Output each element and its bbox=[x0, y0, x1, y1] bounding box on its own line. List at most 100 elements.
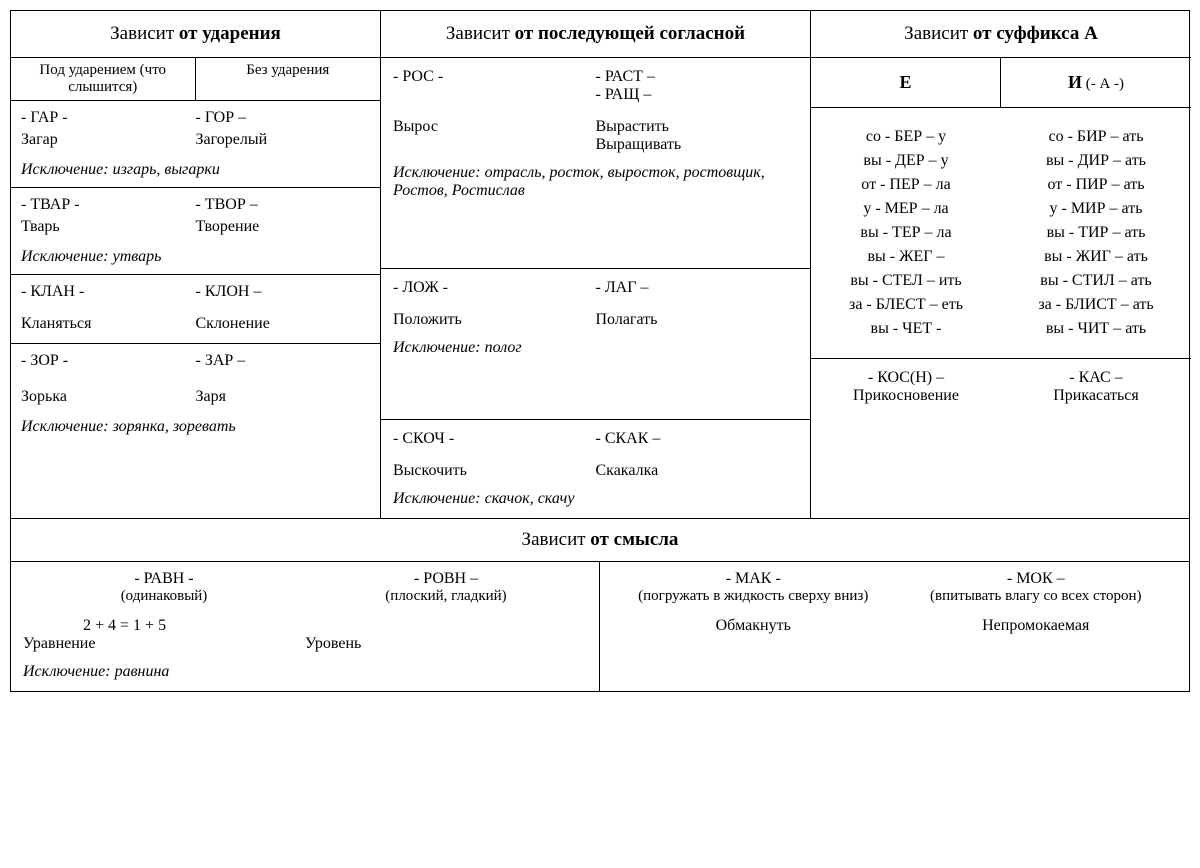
block-gar-gor: - ГАР - - ГОР – Загар Загорелый Исключен… bbox=[11, 101, 380, 188]
list-item: вы - ЖИГ – ать bbox=[1011, 248, 1181, 266]
list-item: у - МЕР – ла bbox=[821, 200, 991, 218]
list-item: вы - ДИР – ать bbox=[1011, 152, 1181, 170]
col3-i-list: со - БИР – ать вы - ДИР – ать от - ПИР –… bbox=[1001, 108, 1191, 358]
example: Вырос bbox=[393, 118, 596, 154]
example: Вырастить bbox=[596, 118, 799, 136]
sub-e: Е bbox=[811, 58, 1001, 107]
equation: 2 + 4 = 1 + 5 bbox=[23, 617, 587, 635]
col1-sub-left: Под ударением (что слышится) bbox=[11, 58, 196, 100]
root: - ГАР - bbox=[21, 107, 196, 129]
list-item: со - БЕР – у bbox=[821, 128, 991, 146]
col2-header-bold: от последующей согласной bbox=[515, 23, 745, 44]
exception: Исключение: изгарь, выгарки bbox=[21, 161, 370, 179]
root: - ТВАР - bbox=[21, 194, 196, 216]
exception: Исключение: зорянка, зоревать bbox=[21, 418, 370, 436]
block-skoch-skak: - СКОЧ - - СКАК – Выскочить Скакалка Иск… bbox=[381, 420, 810, 518]
col1-sub-right: Без ударения bbox=[196, 58, 381, 100]
sub-i: И (- А -) bbox=[1001, 58, 1191, 107]
col1-header: Зависит от ударения bbox=[11, 11, 380, 58]
example: Загорелый bbox=[196, 129, 371, 151]
example: Уровень bbox=[305, 635, 587, 653]
col3-header-pre: Зависит bbox=[904, 23, 973, 44]
root: - СКОЧ - bbox=[393, 430, 596, 448]
bottom-columns: - РАВН - (одинаковый) - РОВН – (плоский,… bbox=[11, 562, 1189, 691]
root: - ЗОР - bbox=[21, 350, 196, 372]
block-lozh-lag: - ЛОЖ - - ЛАГ – Положить Полагать Исключ… bbox=[381, 269, 810, 420]
list-item: за - БЛИСТ – ать bbox=[1011, 296, 1181, 314]
root: - РОС - bbox=[393, 68, 596, 104]
note: (плоский, гладкий) bbox=[305, 588, 587, 605]
col3-subheaders: Е И (- А -) bbox=[811, 58, 1191, 108]
example: Заря bbox=[196, 386, 371, 408]
example: Положить bbox=[393, 311, 596, 329]
top-columns: Зависит от ударения Под ударением (что с… bbox=[11, 11, 1189, 518]
root: - МАК - bbox=[612, 570, 895, 588]
example: Творение bbox=[196, 216, 371, 238]
list-item: за - БЛЕСТ – еть bbox=[821, 296, 991, 314]
list-item: вы - СТИЛ – ать bbox=[1011, 272, 1181, 290]
col1-header-bold: от ударения bbox=[179, 23, 281, 44]
root: - КОС(Н) – bbox=[821, 369, 991, 387]
list-item: от - ПЕР – ла bbox=[821, 176, 991, 194]
note: (одинаковый) bbox=[23, 588, 305, 605]
example: Прикосновение bbox=[821, 387, 991, 405]
col2-header: Зависит от последующей согласной bbox=[381, 11, 810, 58]
root: - ГОР – bbox=[196, 107, 371, 129]
col3-header-bold: от суффикса А bbox=[973, 23, 1098, 44]
block-mak-mok: - МАК - (погружать в жидкость сверху вни… bbox=[600, 562, 1189, 691]
root: - ТВОР – bbox=[196, 194, 371, 216]
root: - СКАК – bbox=[596, 430, 799, 448]
root: - РАСТ – bbox=[596, 68, 799, 86]
col1-subheaders: Под ударением (что слышится) Без ударени… bbox=[11, 58, 380, 101]
col-suffix-a: Зависит от суффикса А Е И (- А -) со - Б… bbox=[811, 11, 1191, 518]
list-item: от - ПИР – ать bbox=[1011, 176, 1181, 194]
col3-e-list: со - БЕР – у вы - ДЕР – у от - ПЕР – ла … bbox=[811, 108, 1001, 358]
example: Выращивать bbox=[596, 136, 799, 154]
example: Загар bbox=[21, 129, 196, 151]
example: Уравнение bbox=[23, 635, 305, 653]
example: Скакалка bbox=[596, 462, 799, 480]
bottom-header: Зависит от смысла bbox=[11, 518, 1189, 562]
block-zor-zar: - ЗОР - - ЗАР – Зорька Заря Исключение: … bbox=[11, 344, 380, 444]
example: Выскочить bbox=[393, 462, 596, 480]
root: - ЛАГ – bbox=[596, 279, 799, 297]
list-item: у - МИР – ать bbox=[1011, 200, 1181, 218]
example: Кланяться bbox=[21, 313, 196, 335]
col2-header-pre: Зависит bbox=[446, 23, 515, 44]
exception: Исключение: отрасль, росток, выросток, р… bbox=[393, 164, 798, 200]
list-item: со - БИР – ать bbox=[1011, 128, 1181, 146]
bottom-header-pre: Зависит bbox=[522, 529, 591, 550]
exception: Исключение: полог bbox=[393, 339, 798, 357]
col3-footer: - КОС(Н) – Прикосновение - КАС – Прикаса… bbox=[811, 359, 1191, 415]
root: - КЛОН – bbox=[196, 281, 371, 303]
bottom-header-bold: от смысла bbox=[590, 529, 678, 550]
example: Непромокаемая bbox=[895, 617, 1178, 635]
root: - ЗАР – bbox=[196, 350, 371, 372]
block-ros-rast: - РОС - - РАСТ – - РАЩ – Вырос Вырастить… bbox=[381, 58, 810, 269]
note: (впитывать влагу со всех сторон) bbox=[895, 588, 1178, 605]
example: Склонение bbox=[196, 313, 371, 335]
col3-header: Зависит от суффикса А bbox=[811, 11, 1191, 58]
col-consonant: Зависит от последующей согласной - РОС -… bbox=[381, 11, 811, 518]
root: - РОВН – bbox=[305, 570, 587, 588]
list-item: вы - ЧЕТ - bbox=[821, 320, 991, 338]
block-klan-klon: - КЛАН - - КЛОН – Кланяться Склонение bbox=[11, 275, 380, 344]
russian-roots-table: Зависит от ударения Под ударением (что с… bbox=[10, 10, 1190, 692]
note: (погружать в жидкость сверху вниз) bbox=[612, 588, 895, 605]
exception: Исключение: скачок, скачу bbox=[393, 490, 798, 508]
root: - КАС – bbox=[1011, 369, 1181, 387]
example: Обмакнуть bbox=[612, 617, 895, 635]
root: - ЛОЖ - bbox=[393, 279, 596, 297]
list-item: вы - ДЕР – у bbox=[821, 152, 991, 170]
example: Зорька bbox=[21, 386, 196, 408]
example: Полагать bbox=[596, 311, 799, 329]
root: - РАВН - bbox=[23, 570, 305, 588]
root: - МОК – bbox=[895, 570, 1178, 588]
list-item: вы - ТЕР – ла bbox=[821, 224, 991, 242]
list-item: вы - ЧИТ – ать bbox=[1011, 320, 1181, 338]
root: - КЛАН - bbox=[21, 281, 196, 303]
exception: Исключение: равнина bbox=[23, 663, 587, 681]
list-item: вы - ЖЕГ – bbox=[821, 248, 991, 266]
root: - РАЩ – bbox=[596, 86, 799, 104]
col-stress: Зависит от ударения Под ударением (что с… bbox=[11, 11, 381, 518]
